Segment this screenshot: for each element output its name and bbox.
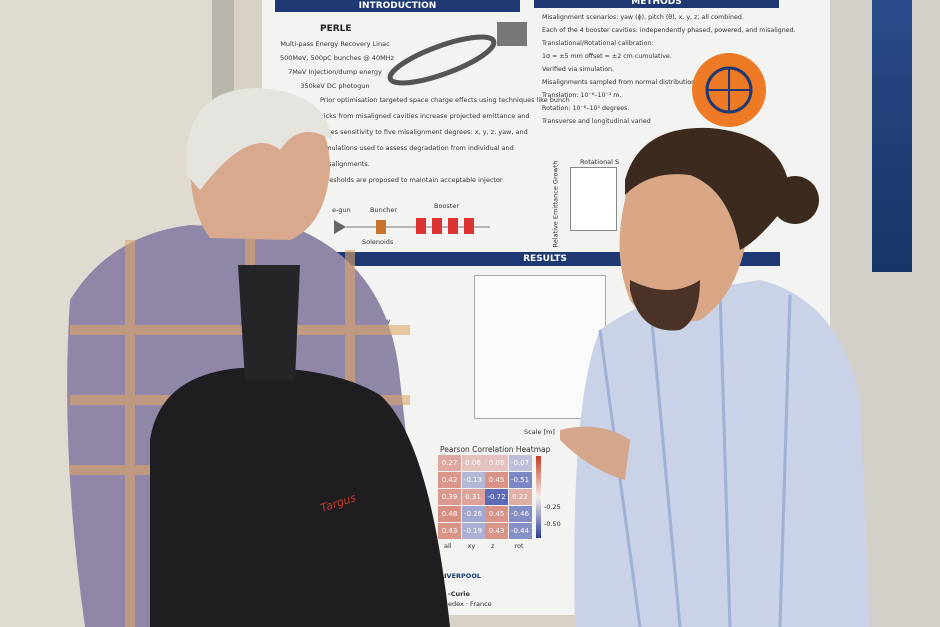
side-poster xyxy=(872,0,912,272)
heatmap-cell: -0.72 xyxy=(485,489,508,505)
beard xyxy=(630,280,700,331)
methods-bullets: Misalignment scenarios: yaw (ϕ), pitch (… xyxy=(542,14,796,131)
colorbar-tick: -0.25 xyxy=(544,503,561,511)
striped-shirt xyxy=(574,280,870,627)
methods-bullet: 1σ = ±5 mm offset = ±2 cm cumulative. xyxy=(542,53,672,60)
methods-heading: METHODS xyxy=(534,0,779,8)
methods-bullet: Misalignment scenarios: yaw (ϕ), pitch (… xyxy=(542,14,744,21)
heatmap-cell: -0.07 xyxy=(508,455,532,471)
fact: 500MeV, 500pC bunches @ 40MHz xyxy=(280,54,394,62)
intro-bullet: Prior optimisation targeted space charge… xyxy=(320,96,570,104)
methods-bullet: Translation: 10⁻⁶–10⁻³ m. xyxy=(542,92,622,99)
intro-bullet: simulations used to assess degradation f… xyxy=(320,144,514,152)
methods-bullet: Misalignments sampled from normal distri… xyxy=(542,79,701,86)
colorbar xyxy=(536,456,541,538)
heatmap-cell: 0.05 xyxy=(485,455,508,471)
heatmap-cell: -0.19 xyxy=(461,523,485,539)
fact: Multi-pass Energy Recovery Linac xyxy=(280,40,390,48)
backpack xyxy=(150,367,450,627)
building xyxy=(497,22,527,46)
heatmap-cell: 0.31 xyxy=(461,489,485,505)
injector-diagram xyxy=(334,218,490,234)
methods-bullet: Translational/Rotational calibration: xyxy=(542,40,654,47)
heatmap-cell: 0.43 xyxy=(438,523,461,539)
heatmap-cell: 0.06 xyxy=(461,455,485,471)
heatmap-cell: 0.45 xyxy=(485,506,508,522)
intro-bullet: uates sensitivity to five misalignment d… xyxy=(320,128,528,136)
heatmap-cell: -0.51 xyxy=(508,472,532,488)
heatmap-cell: -0.26 xyxy=(461,506,485,522)
methods-bullet: Each of the 4 booster cavities: independ… xyxy=(542,27,796,34)
diagram-label: e-gun xyxy=(332,206,351,214)
heatmap-cell: -0.46 xyxy=(508,506,532,522)
heatmap-cell: 0.43 xyxy=(485,523,508,539)
footer-place: -Curie xyxy=(448,590,470,598)
heatmap-cell: 0.27 xyxy=(438,455,461,471)
heatmap: 0.27 0.06 0.05 -0.07 0.42 -0.13 0.45 -0.51 0.39 0… xyxy=(438,455,538,555)
heatmap-column: z xyxy=(491,542,495,550)
heatmap-column: all xyxy=(444,542,452,550)
intro-bullet: kicks from misaligned cavities increase … xyxy=(320,112,530,120)
diagram-label: Solenoids xyxy=(362,238,394,246)
methods-bullet: Rotation: 10⁻⁶–10⁰ degrees. xyxy=(542,105,630,112)
heatmap-column: rot xyxy=(514,542,524,550)
buncher xyxy=(376,220,386,234)
fact: 7MeV Injection/dump energy xyxy=(288,68,382,76)
heatmap-cell: -0.44 xyxy=(508,523,532,539)
gray-hair xyxy=(186,88,332,190)
fact: 350keV DC photogun xyxy=(300,82,370,90)
plot-title: Rotational S xyxy=(580,158,620,166)
cav xyxy=(432,218,442,234)
intro-heading: INTRODUCTION xyxy=(275,0,520,12)
perle-title: PERLE xyxy=(320,24,352,34)
intro-bullets: Prior optimisation targeted space charge… xyxy=(320,96,570,192)
mini-plot xyxy=(570,167,617,231)
cav xyxy=(448,218,458,234)
heatmap-cell: 0.22 xyxy=(508,489,532,505)
methods-bullet: Verified via simulation. xyxy=(542,66,615,73)
heatmap-cell: 0.48 xyxy=(438,506,461,522)
strap xyxy=(238,265,300,380)
results-xlabel: Scale [m] xyxy=(524,428,555,436)
perle-layout xyxy=(387,22,527,86)
hand xyxy=(560,426,630,480)
stripes xyxy=(598,289,792,627)
diagram-label: Booster xyxy=(434,202,460,210)
gun xyxy=(334,220,346,234)
heatmap-column: xy xyxy=(467,542,476,550)
heatmap-cell: 0.42 xyxy=(438,472,461,488)
hair-bun xyxy=(771,176,819,224)
diagram-label: Buncher xyxy=(370,206,398,214)
methods-bullet: Transverse and longitudinal varied xyxy=(542,118,651,125)
rotation-icon xyxy=(692,53,766,127)
dark-hair xyxy=(625,127,790,250)
intro-bullet: misalignments. xyxy=(320,160,370,168)
cav xyxy=(464,218,474,234)
footer-logo: LIVERPOOL xyxy=(440,572,481,580)
heatmap-cell: 0.39 xyxy=(438,489,461,505)
colorbar-tick: -0.50 xyxy=(544,520,561,528)
heatmap-cell: 0.45 xyxy=(485,472,508,488)
heatmap-title: Pearson Correlation Heatmap xyxy=(440,445,551,454)
ring xyxy=(387,34,497,86)
cav xyxy=(416,218,426,234)
footer-city: edex · France xyxy=(448,600,492,608)
intro-bullet: thresholds are proposed to maintain acce… xyxy=(320,176,503,184)
perle-facts: Multi-pass Energy Recovery Linac 500MeV, … xyxy=(280,40,394,96)
heatmap-cell: -0.13 xyxy=(461,472,485,488)
